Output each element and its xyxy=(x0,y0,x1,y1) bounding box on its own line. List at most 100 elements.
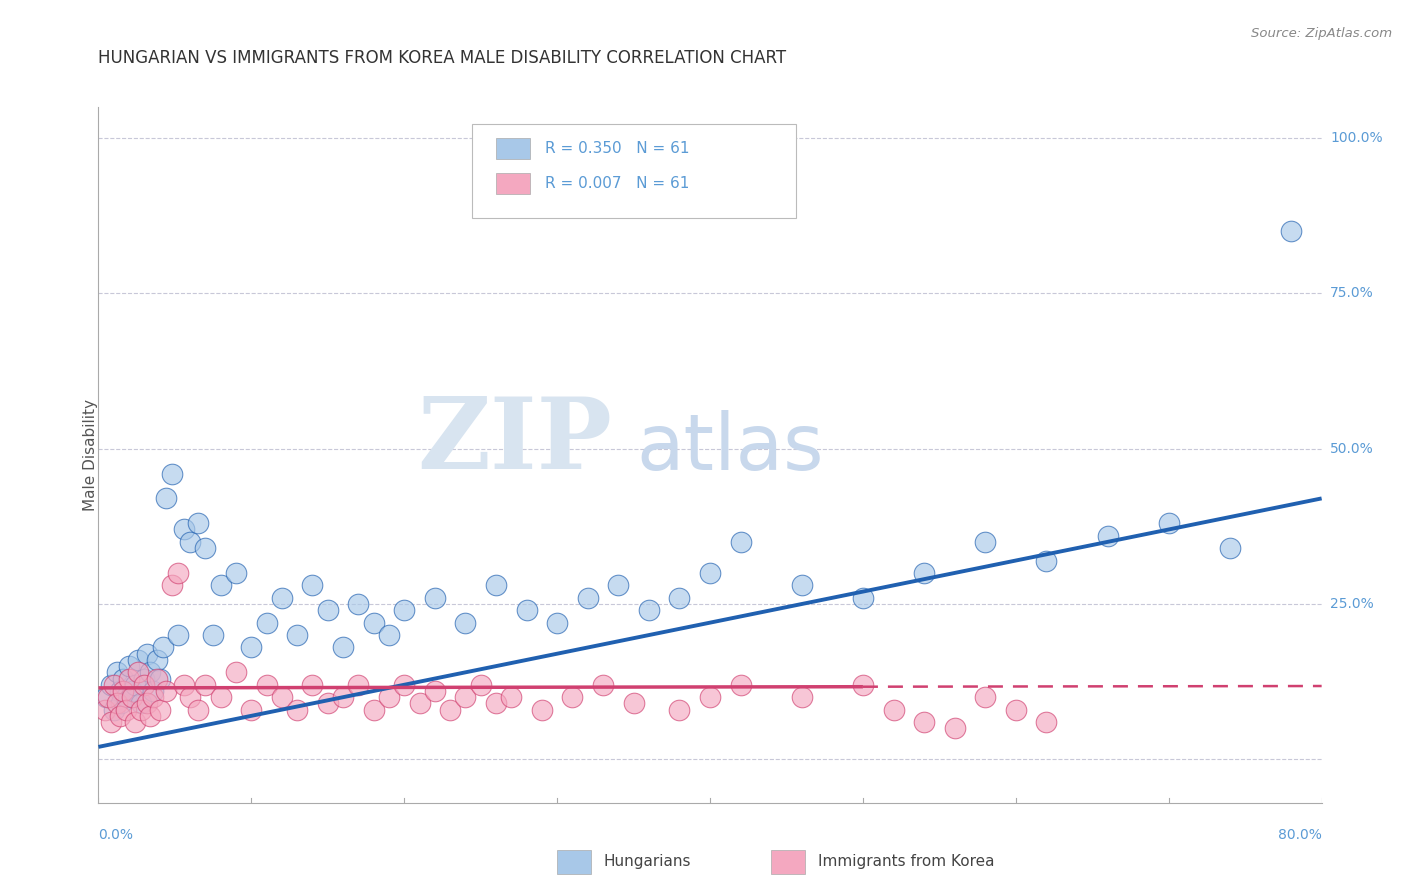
Point xyxy=(454,690,477,705)
Point xyxy=(139,708,162,723)
Point xyxy=(202,628,225,642)
Point xyxy=(209,690,232,705)
Point xyxy=(225,665,247,680)
Text: ZIP: ZIP xyxy=(418,392,612,490)
Point xyxy=(173,523,195,537)
Text: R = 0.007   N = 61: R = 0.007 N = 61 xyxy=(546,176,689,191)
Point xyxy=(155,491,177,506)
Point xyxy=(118,659,141,673)
Point xyxy=(160,578,183,592)
Point xyxy=(1097,529,1119,543)
Point xyxy=(127,665,149,680)
Point xyxy=(332,690,354,705)
FancyBboxPatch shape xyxy=(557,850,592,874)
Point xyxy=(423,684,446,698)
Text: Source: ZipAtlas.com: Source: ZipAtlas.com xyxy=(1251,27,1392,40)
Point xyxy=(423,591,446,605)
Point xyxy=(187,703,209,717)
Text: atlas: atlas xyxy=(637,410,824,486)
Point xyxy=(136,697,159,711)
Point xyxy=(173,678,195,692)
Point xyxy=(392,603,416,617)
Point xyxy=(100,714,122,729)
Point xyxy=(363,703,385,717)
Point xyxy=(270,591,292,605)
Text: 0.0%: 0.0% xyxy=(98,828,134,842)
Point xyxy=(699,566,721,580)
Point xyxy=(730,534,752,549)
Point xyxy=(103,678,125,692)
Point xyxy=(179,534,201,549)
Point xyxy=(561,690,583,705)
Point xyxy=(149,672,172,686)
Point xyxy=(576,591,599,605)
Point xyxy=(105,665,128,680)
Point xyxy=(121,690,143,705)
Text: HUNGARIAN VS IMMIGRANTS FROM KOREA MALE DISABILITY CORRELATION CHART: HUNGARIAN VS IMMIGRANTS FROM KOREA MALE … xyxy=(98,49,786,67)
Point xyxy=(454,615,477,630)
Point xyxy=(134,678,156,692)
Point xyxy=(209,578,232,592)
Point xyxy=(256,615,278,630)
Point xyxy=(1279,224,1302,238)
Point xyxy=(1004,703,1026,717)
Point xyxy=(129,697,152,711)
Point xyxy=(136,647,159,661)
Point xyxy=(392,678,416,692)
Point xyxy=(974,690,997,705)
Point xyxy=(285,703,308,717)
Point xyxy=(623,697,645,711)
Point xyxy=(301,678,323,692)
Point xyxy=(347,597,370,611)
Point xyxy=(347,678,370,692)
Point xyxy=(592,678,614,692)
Point xyxy=(124,678,146,692)
Point xyxy=(668,591,690,605)
Point xyxy=(607,578,630,592)
Point xyxy=(270,690,292,705)
Point xyxy=(179,690,201,705)
Point xyxy=(129,703,152,717)
FancyBboxPatch shape xyxy=(496,138,530,159)
Point xyxy=(1035,714,1057,729)
Point xyxy=(730,678,752,692)
Point xyxy=(485,578,508,592)
Point xyxy=(301,578,323,592)
Point xyxy=(485,697,508,711)
Point xyxy=(94,690,117,705)
Point xyxy=(97,690,120,705)
Point xyxy=(127,653,149,667)
Point xyxy=(108,708,131,723)
Point xyxy=(149,703,172,717)
Point xyxy=(974,534,997,549)
FancyBboxPatch shape xyxy=(471,124,796,219)
Point xyxy=(134,672,156,686)
Point xyxy=(852,591,875,605)
Point xyxy=(121,684,143,698)
Text: 50.0%: 50.0% xyxy=(1330,442,1374,456)
Point xyxy=(139,665,162,680)
Point xyxy=(103,703,125,717)
Point xyxy=(256,678,278,692)
Point xyxy=(883,703,905,717)
Text: Immigrants from Korea: Immigrants from Korea xyxy=(818,855,994,870)
Point xyxy=(790,690,813,705)
Point xyxy=(316,697,339,711)
Point xyxy=(316,603,339,617)
Point xyxy=(699,690,721,705)
Point xyxy=(118,672,141,686)
Point xyxy=(912,566,935,580)
Point xyxy=(668,703,690,717)
Point xyxy=(470,678,492,692)
Point xyxy=(111,672,134,686)
Point xyxy=(167,566,190,580)
Point xyxy=(408,697,430,711)
Point xyxy=(1035,553,1057,567)
Point xyxy=(155,684,177,698)
Point xyxy=(439,703,461,717)
Point xyxy=(546,615,568,630)
Point xyxy=(912,714,935,729)
Point xyxy=(225,566,247,580)
Point xyxy=(145,672,167,686)
Point xyxy=(115,690,138,705)
